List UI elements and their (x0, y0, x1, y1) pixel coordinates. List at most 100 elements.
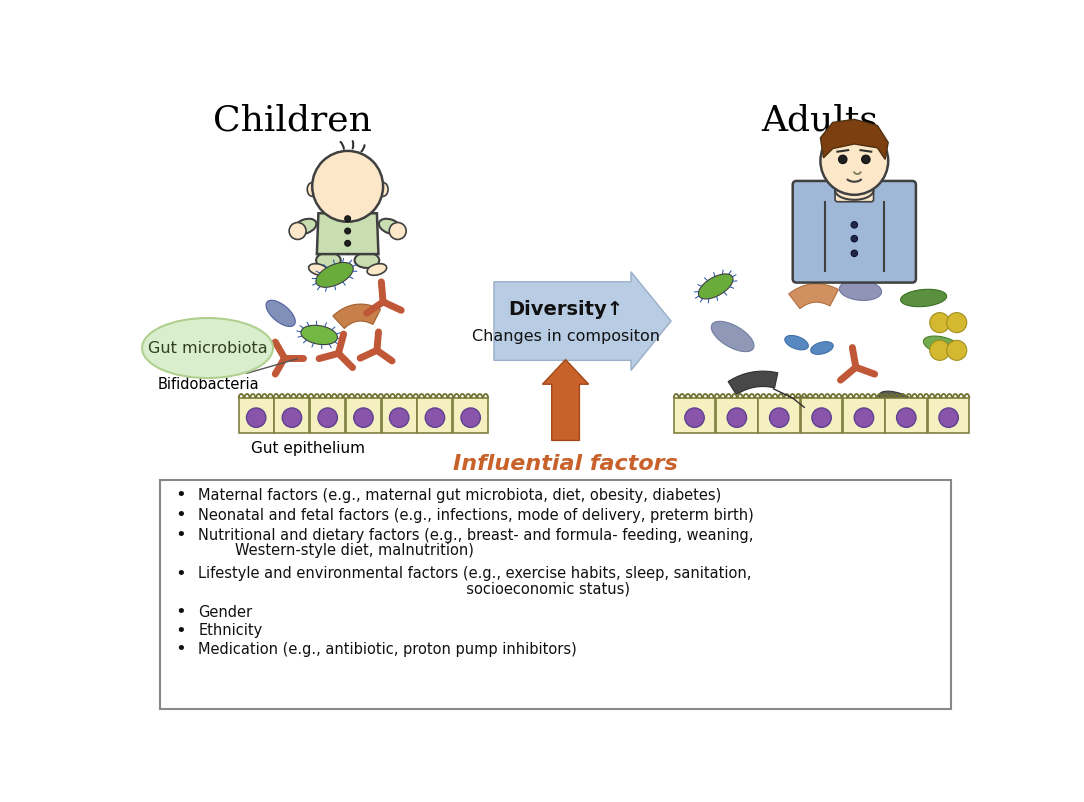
Circle shape (312, 151, 383, 221)
Polygon shape (839, 280, 881, 301)
FancyBboxPatch shape (159, 480, 952, 709)
Text: Adults: Adults (761, 104, 878, 138)
Text: Influential factors: Influential factors (453, 454, 678, 474)
Ellipse shape (294, 219, 317, 234)
Circle shape (389, 408, 409, 427)
Polygon shape (698, 274, 733, 299)
Polygon shape (728, 371, 778, 395)
Circle shape (851, 221, 857, 228)
Circle shape (930, 313, 950, 333)
FancyBboxPatch shape (759, 398, 800, 433)
Polygon shape (772, 397, 822, 415)
FancyBboxPatch shape (417, 398, 452, 433)
Circle shape (318, 408, 337, 427)
Circle shape (812, 408, 831, 427)
FancyBboxPatch shape (238, 398, 273, 433)
Circle shape (939, 408, 958, 427)
Ellipse shape (317, 253, 340, 268)
Polygon shape (811, 342, 834, 354)
FancyBboxPatch shape (382, 398, 416, 433)
Text: Diversity↑: Diversity↑ (508, 300, 623, 319)
Ellipse shape (379, 219, 401, 234)
FancyBboxPatch shape (928, 398, 969, 433)
FancyBboxPatch shape (453, 398, 488, 433)
Polygon shape (315, 262, 353, 287)
Ellipse shape (354, 253, 379, 268)
Circle shape (896, 408, 916, 427)
Ellipse shape (309, 264, 328, 275)
Circle shape (461, 408, 480, 427)
Ellipse shape (307, 183, 318, 196)
Circle shape (854, 408, 874, 427)
Circle shape (946, 313, 967, 333)
Polygon shape (301, 326, 337, 345)
Circle shape (425, 408, 444, 427)
Text: •: • (176, 603, 186, 621)
Text: Ethnicity: Ethnicity (198, 623, 262, 638)
FancyBboxPatch shape (674, 398, 715, 433)
Circle shape (727, 408, 747, 427)
Circle shape (345, 216, 350, 221)
Text: Western-style diet, malnutrition): Western-style diet, malnutrition) (198, 543, 474, 558)
Polygon shape (821, 119, 888, 160)
FancyBboxPatch shape (346, 398, 380, 433)
FancyBboxPatch shape (886, 398, 927, 433)
Circle shape (326, 182, 338, 193)
Circle shape (246, 408, 266, 427)
Circle shape (862, 155, 870, 164)
FancyArrow shape (542, 359, 589, 440)
Circle shape (353, 408, 373, 427)
Circle shape (930, 340, 950, 360)
Polygon shape (266, 300, 295, 326)
Text: •: • (176, 486, 186, 504)
Text: Gender: Gender (198, 605, 253, 620)
Polygon shape (879, 391, 919, 413)
Text: Maternal factors (e.g., maternal gut microbiota, diet, obesity, diabetes): Maternal factors (e.g., maternal gut mic… (198, 488, 722, 503)
FancyBboxPatch shape (717, 398, 758, 433)
Text: Gut microbiota: Gut microbiota (147, 341, 268, 355)
Circle shape (289, 222, 306, 240)
Text: •: • (176, 640, 186, 658)
Circle shape (345, 241, 350, 246)
Circle shape (946, 340, 967, 360)
Text: Lifestyle and environmental factors (e.g., exercise habits, sleep, sanitation,: Lifestyle and environmental factors (e.g… (198, 566, 751, 581)
FancyBboxPatch shape (792, 181, 916, 282)
FancyBboxPatch shape (835, 178, 874, 202)
FancyBboxPatch shape (310, 398, 345, 433)
Polygon shape (901, 290, 946, 306)
Circle shape (345, 228, 350, 234)
Circle shape (282, 408, 301, 427)
Polygon shape (711, 322, 754, 351)
Ellipse shape (367, 264, 387, 275)
FancyArrow shape (494, 272, 671, 371)
Polygon shape (333, 304, 380, 329)
Circle shape (851, 236, 857, 242)
Polygon shape (789, 284, 838, 309)
Text: Changes in compositon: Changes in compositon (472, 329, 659, 344)
FancyBboxPatch shape (801, 398, 842, 433)
Circle shape (839, 155, 847, 164)
Polygon shape (924, 336, 963, 355)
Circle shape (389, 222, 406, 240)
Circle shape (358, 182, 369, 193)
Text: •: • (176, 565, 186, 582)
Circle shape (685, 408, 705, 427)
Circle shape (821, 127, 888, 195)
Text: Bifidobacteria: Bifidobacteria (157, 358, 297, 392)
Text: Medication (e.g., antibiotic, proton pump inhibitors): Medication (e.g., antibiotic, proton pum… (198, 642, 577, 657)
Polygon shape (317, 213, 378, 254)
Text: Neonatal and fetal factors (e.g., infections, mode of delivery, preterm birth): Neonatal and fetal factors (e.g., infect… (198, 508, 754, 523)
Circle shape (851, 250, 857, 257)
Text: •: • (176, 526, 186, 544)
FancyBboxPatch shape (843, 398, 885, 433)
Ellipse shape (378, 183, 388, 196)
Ellipse shape (142, 318, 273, 378)
Text: •: • (176, 506, 186, 525)
Text: •: • (176, 622, 186, 640)
Text: Nutritional and dietary factors (e.g., breast- and formula- feeding, weaning,: Nutritional and dietary factors (e.g., b… (198, 528, 753, 543)
Text: socioeconomic status): socioeconomic status) (198, 581, 630, 597)
Circle shape (770, 408, 789, 427)
Polygon shape (785, 335, 809, 350)
FancyBboxPatch shape (274, 398, 309, 433)
Text: Gut epithelium: Gut epithelium (250, 441, 364, 456)
